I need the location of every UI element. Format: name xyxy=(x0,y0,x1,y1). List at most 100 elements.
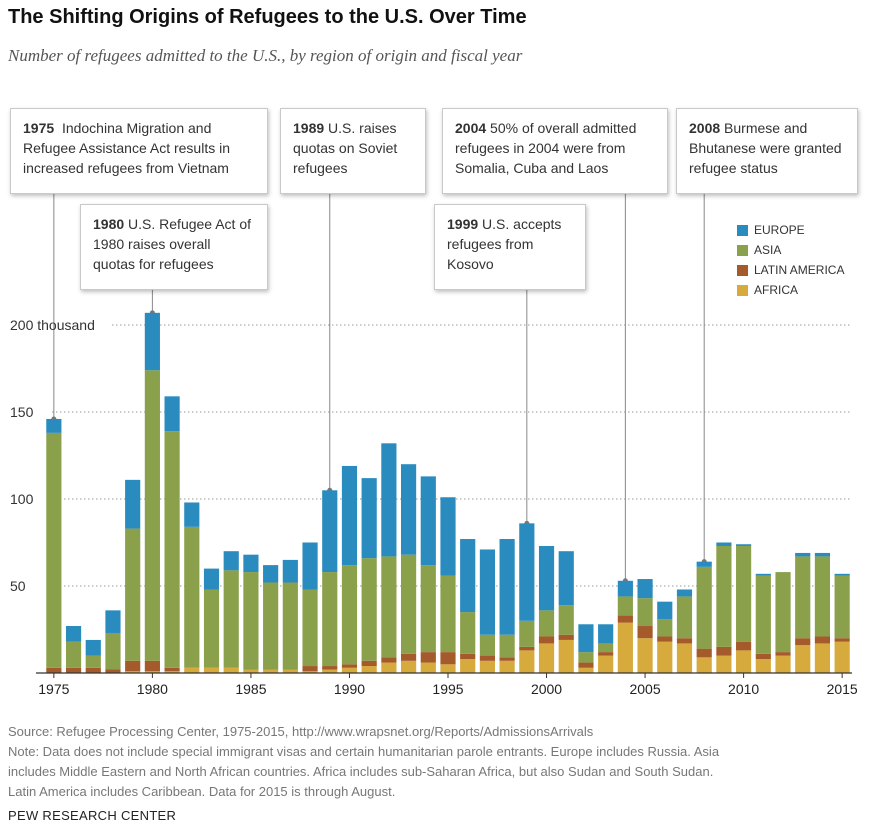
bar-segment-latin-america xyxy=(85,667,101,673)
x-tick-label: 2015 xyxy=(827,681,858,697)
bar-segment-africa xyxy=(243,669,259,673)
bar-segment-asia xyxy=(401,554,417,654)
bar-segment-africa xyxy=(657,641,673,673)
legend: EUROPE ASIA LATIN AMERICA AFRICA xyxy=(737,220,844,300)
callout-text: U.S. accepts refugees from Kosovo xyxy=(447,216,562,272)
bar-segment-europe xyxy=(322,490,338,573)
bar-segment-europe xyxy=(440,497,456,576)
bar-segment-africa xyxy=(322,669,338,673)
bar-segment-asia xyxy=(105,632,121,670)
bar-segment-asia xyxy=(814,556,831,637)
bar-segment-asia xyxy=(460,612,476,654)
bar-segment-europe xyxy=(755,573,771,576)
bar-segment-europe xyxy=(282,559,298,583)
bar-segment-africa xyxy=(341,667,358,673)
bar-segment-africa xyxy=(538,643,555,673)
bar-segment-latin-america xyxy=(834,638,850,642)
bar-segment-latin-america xyxy=(381,657,397,663)
bar-segment-latin-america xyxy=(795,638,811,646)
callout-1989: 1989 U.S. raises quotas on Soviet refuge… xyxy=(280,108,426,194)
x-axis: 1975 1980 1985 1990 1995 2000 2005 2010 2015 xyxy=(36,672,858,697)
bar-segment-latin-america xyxy=(755,653,771,660)
bar-segment-latin-america xyxy=(341,664,358,668)
bar-segment-latin-america xyxy=(322,666,338,670)
legend-swatch xyxy=(737,284,748,296)
legend-label: ASIA xyxy=(754,243,782,257)
bar-segment-asia xyxy=(184,526,200,668)
bar-segment-asia xyxy=(657,619,673,637)
bar-segment-africa xyxy=(282,669,298,673)
bar-segment-africa xyxy=(558,639,574,673)
bar-segment-asia xyxy=(263,582,279,670)
bar-segment-latin-america xyxy=(65,667,82,673)
bar-segment-asia xyxy=(558,605,574,635)
bar-segment-europe xyxy=(795,552,811,557)
bar-segment-latin-america xyxy=(479,655,495,661)
bar-segment-africa xyxy=(519,650,535,673)
bar-segment-latin-america xyxy=(676,638,693,644)
bar-segment-latin-america xyxy=(302,666,318,672)
y-axis: 50 100 150 200 thousand xyxy=(10,317,95,594)
bar-segment-asia xyxy=(203,589,220,668)
bar-segment-asia xyxy=(834,575,850,639)
bar-segment-latin-america xyxy=(361,660,377,667)
bar-segment-asia xyxy=(499,634,515,658)
bar-segment-asia xyxy=(795,556,811,639)
bar-segment-asia xyxy=(676,596,693,639)
bar-segment-latin-america xyxy=(558,634,574,640)
bar-segment-africa xyxy=(144,671,160,673)
x-tick-label: 2000 xyxy=(531,681,562,697)
bars xyxy=(46,312,850,673)
bar-segment-asia xyxy=(716,545,732,647)
bar-segment-asia xyxy=(479,634,495,656)
bar-segment-latin-america xyxy=(519,646,535,651)
chart-title: The Shifting Origins of Refugees to the … xyxy=(8,6,527,28)
bar-segment-asia xyxy=(144,370,160,661)
legend-label: EUROPE xyxy=(754,223,805,237)
bar-segment-europe xyxy=(302,542,318,590)
bar-segment-africa xyxy=(460,659,476,673)
bar-segment-africa xyxy=(381,662,397,673)
bar-segment-europe xyxy=(696,561,712,567)
bar-segment-africa xyxy=(420,662,436,673)
bar-segment-africa xyxy=(203,667,220,673)
brand-label: PEW RESEARCH CENTER xyxy=(8,808,177,823)
legend-item-latin-america: LATIN AMERICA xyxy=(737,260,844,280)
bar-segment-europe xyxy=(263,565,279,583)
bar-segment-asia xyxy=(282,582,298,670)
bar-segment-africa xyxy=(775,655,791,673)
source-note: Source: Refugee Processing Center, 1975-… xyxy=(8,724,594,739)
bar-segment-africa xyxy=(125,671,141,673)
bar-segment-europe xyxy=(598,624,614,644)
bar-segment-africa xyxy=(401,660,417,673)
bar-segment-europe xyxy=(401,464,417,555)
bar-segment-europe xyxy=(834,573,850,576)
bar-segment-europe xyxy=(676,589,693,597)
bar-segment-europe xyxy=(381,443,397,557)
bar-segment-africa xyxy=(499,660,515,673)
legend-item-africa: AFRICA xyxy=(737,280,844,300)
bar-segment-africa xyxy=(637,638,653,673)
bar-segment-africa xyxy=(696,657,712,673)
bar-segment-africa xyxy=(578,667,594,673)
bar-segment-europe xyxy=(479,549,495,635)
legend-item-europe: EUROPE xyxy=(737,220,844,240)
bar-segment-europe xyxy=(203,568,220,590)
bar-segment-africa xyxy=(223,667,239,673)
legend-item-asia: ASIA xyxy=(737,240,844,260)
bar-segment-asia xyxy=(125,528,141,661)
callout-1975: 1975 Indochina Migration and Refugee Ass… xyxy=(10,108,268,194)
bar-segment-asia xyxy=(755,575,771,654)
callout-text: U.S. Refugee Act of 1980 raises overall … xyxy=(93,216,252,272)
bar-segment-africa xyxy=(716,655,732,673)
y-tick-label: 100 xyxy=(10,491,34,507)
bar-segment-latin-america xyxy=(657,636,673,642)
legend-swatch xyxy=(737,244,748,256)
y-tick-label: 50 xyxy=(10,578,26,594)
note-line-1: Note: Data does not include special immi… xyxy=(8,744,720,759)
bar-segment-europe xyxy=(814,552,831,557)
bar-segment-latin-america xyxy=(716,646,732,656)
bar-segment-latin-america xyxy=(105,669,121,673)
bar-segment-europe xyxy=(657,601,673,620)
bar-segment-latin-america xyxy=(736,641,752,651)
